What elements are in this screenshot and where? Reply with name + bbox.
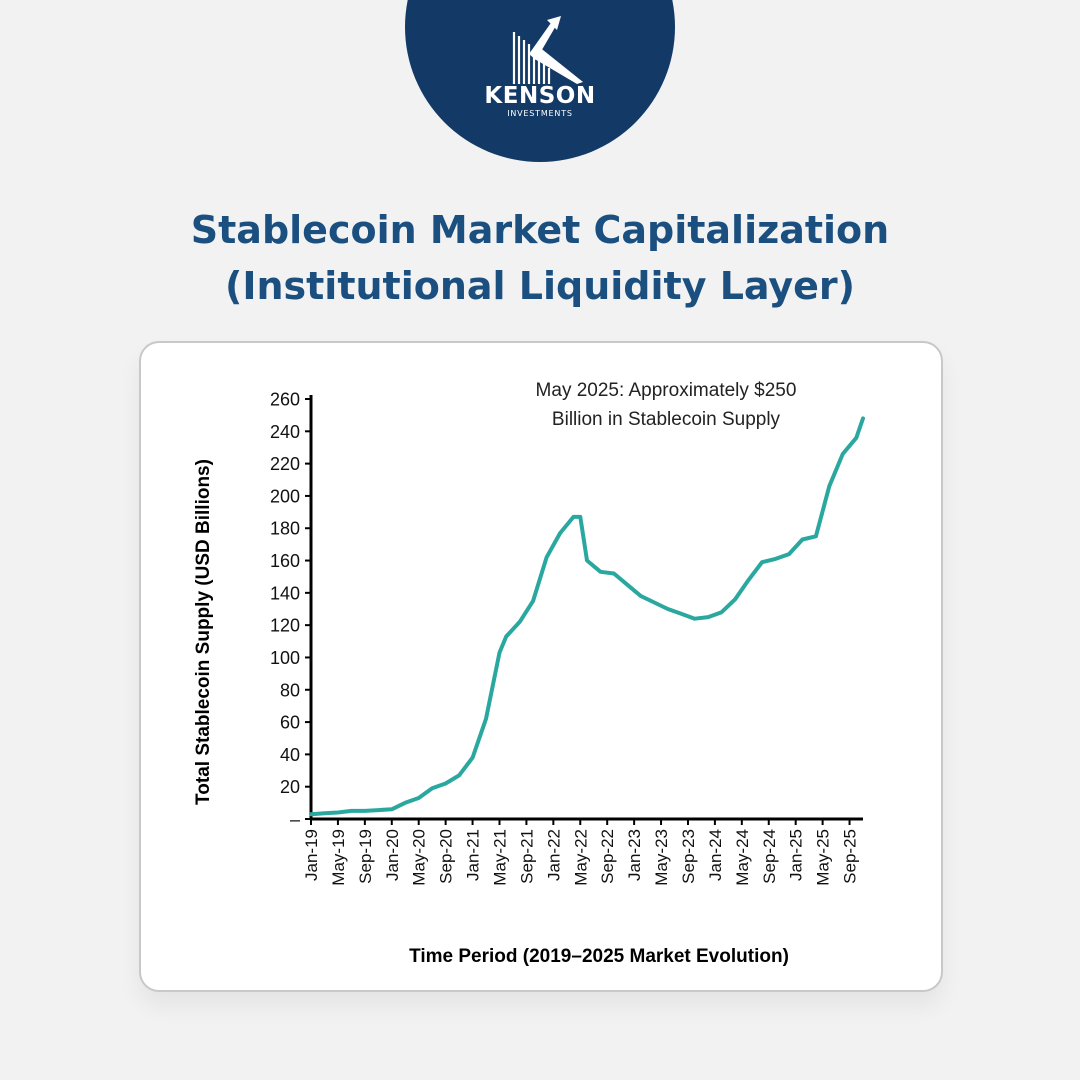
chart: – 20 40 60 80 100 120 140 160 180 200 220 240 260 Jan… — [193, 380, 865, 967]
y-tick-label: 260 — [270, 390, 300, 410]
y-tick-label: 220 — [270, 454, 300, 474]
x-tick-label: Jan-21 — [464, 829, 483, 881]
chart-card: – 20 40 60 80 100 120 140 160 180 200 220 240 260 Jan… — [139, 341, 943, 992]
brand-subtitle: INVESTMENTS — [507, 109, 573, 118]
x-tick-label: May-19 — [329, 829, 348, 886]
x-tick-label: Sep-24 — [760, 829, 779, 884]
x-axis-label: Time Period (2019–2025 Market Evolution) — [409, 946, 789, 967]
x-tick-label: Jan-24 — [706, 829, 725, 881]
y-tick-label: 40 — [280, 745, 300, 765]
y-tick-label: 240 — [270, 422, 300, 442]
kenson-k-arrow-icon — [512, 16, 583, 84]
x-tick-label: May-25 — [814, 829, 833, 886]
y-tick-label: 80 — [280, 680, 300, 700]
y-tick-label: 60 — [280, 713, 300, 733]
y-axis-label: Total Stablecoin Supply (USD Billions) — [193, 459, 214, 805]
y-tick-label: – — [290, 810, 300, 830]
annotation-line1: May 2025: Approximately $250 — [536, 380, 797, 401]
y-tick-label: 120 — [270, 616, 300, 636]
brand-name: KENSON — [484, 83, 596, 109]
kenson-logo: KENSON INVESTMENTS — [405, 0, 675, 162]
y-tick-label: 180 — [270, 519, 300, 539]
x-tick-label: Sep-25 — [841, 829, 860, 884]
x-tick-label: May-20 — [410, 829, 429, 886]
y-axis: – 20 40 60 80 100 120 140 160 180 200 220 240 260 — [270, 390, 313, 830]
y-tick-label: 200 — [270, 486, 300, 506]
x-tick-label: Sep-21 — [517, 829, 536, 884]
x-tick-label: May-23 — [652, 829, 671, 886]
x-tick-label: May-22 — [571, 829, 590, 886]
plot-area — [309, 416, 865, 817]
y-tick-label: 20 — [280, 777, 300, 797]
x-tick-label: Jan-19 — [302, 829, 321, 881]
y-tick-label: 100 — [270, 648, 300, 668]
page-title-line2: (Institutional Liquidity Layer) — [224, 264, 856, 308]
page-title-line1: Stablecoin Market Capitalization — [190, 208, 890, 252]
annotation-line2: Billion in Stablecoin Supply — [552, 409, 781, 430]
x-axis: Jan-19 May-19 Sep-19 Jan-20 May-20 Sep-20 Jan-… — [302, 817, 863, 886]
y-tick-label: 140 — [270, 583, 300, 603]
x-tick-label: Sep-22 — [598, 829, 617, 884]
x-tick-label: Sep-23 — [679, 829, 698, 884]
x-tick-label: May-21 — [490, 829, 509, 886]
x-tick-label: Jan-23 — [625, 829, 644, 881]
x-tick-label: Jan-25 — [787, 829, 806, 881]
x-tick-label: Jan-20 — [383, 829, 402, 881]
stablecoin-supply-line — [309, 416, 865, 817]
y-tick-label: 160 — [270, 551, 300, 571]
x-tick-label: Sep-19 — [356, 829, 375, 884]
x-tick-label: May-24 — [733, 829, 752, 886]
x-tick-label: Jan-22 — [544, 829, 563, 881]
x-tick-label: Sep-20 — [437, 829, 456, 884]
